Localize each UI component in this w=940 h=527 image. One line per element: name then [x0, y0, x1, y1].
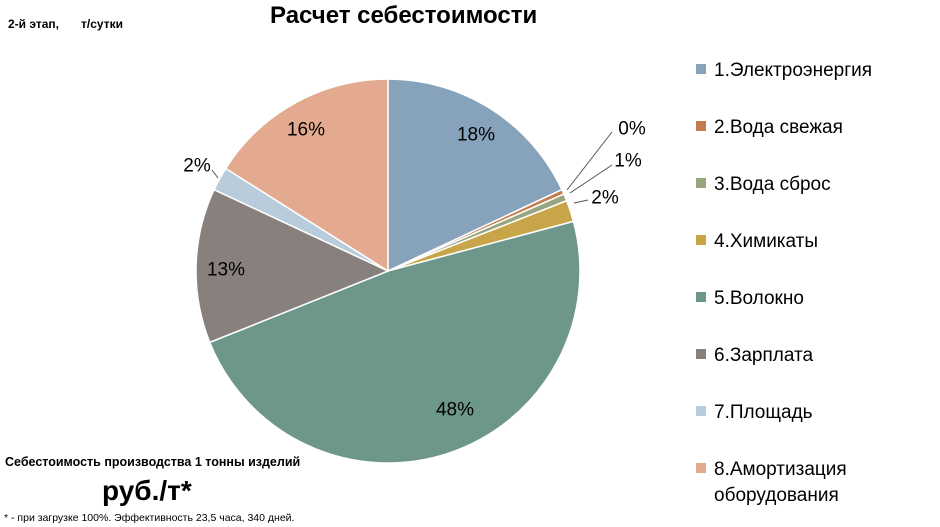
stage-text: 2-й этап,	[8, 17, 59, 31]
legend-item-7: 7.Площадь	[696, 400, 936, 457]
legend-label-3: 3.Вода сброс	[714, 174, 831, 195]
legend-label-4: 4.Химикаты	[714, 231, 819, 252]
data-label-3: 1%	[614, 151, 642, 172]
leader-line-3	[569, 164, 613, 194]
legend-label-2: 2.Вода свежая	[714, 117, 843, 138]
legend-swatch-6	[696, 349, 706, 359]
legend-swatch-4	[696, 235, 706, 245]
legend-item-4: 4.Химикаты	[696, 229, 936, 286]
data-label-7: 2%	[183, 156, 211, 177]
legend-item-5: 5.Волокно	[696, 286, 936, 343]
legend-swatch-5	[696, 292, 706, 302]
legend-swatch-1	[696, 64, 706, 74]
leader-line-7	[211, 169, 219, 179]
cost-unit: руб./т*	[102, 475, 192, 506]
legend-item-3: 3.Вода сброс	[696, 172, 936, 229]
pie-slice-1	[387, 78, 563, 273]
pie-slice-8	[224, 78, 389, 273]
legend-item-6: 6.Зарплата	[696, 343, 936, 400]
data-label-6: 13%	[207, 260, 245, 281]
leader-line-2	[566, 131, 613, 191]
unit-text: т/сутки	[80, 17, 123, 31]
legend-swatch-8	[696, 463, 706, 473]
legend-swatch-3	[696, 178, 706, 188]
data-label-5: 48%	[436, 400, 474, 421]
chart-legend: 1.Электроэнергия 2.Вода свежая 3.Вода сбро…	[696, 58, 936, 514]
legend-item-8: 8.Амортизация оборудования	[696, 457, 936, 514]
cost-title: Себестоимость производства 1 тонны издел…	[5, 455, 301, 469]
data-label-2: 0%	[618, 119, 646, 140]
legend-label-1: 1.Электроэнергия	[714, 60, 873, 81]
legend-item-1: 1.Электроэнергия	[696, 58, 936, 115]
footnote: * - при загрузке 100%. Эффективность 23,…	[4, 512, 295, 524]
leader-line-4	[573, 199, 589, 204]
pie-slice-5	[208, 220, 581, 464]
legend-item-2: 2.Вода свежая	[696, 115, 936, 172]
legend-label-8: 8.Амортизация оборудования	[714, 459, 847, 506]
legend-label-5: 5.Волокно	[714, 288, 804, 309]
chart-title: Расчет себестоимости	[270, 2, 538, 29]
legend-swatch-7	[696, 406, 706, 416]
pie-slice-6	[195, 188, 390, 344]
legend-label-6: 6.Зарплата	[714, 345, 814, 366]
data-label-4: 2%	[591, 188, 619, 209]
stage-label: 2-й этап, т/сутки	[8, 17, 123, 31]
data-label-1: 18%	[457, 125, 495, 146]
legend-label-7: 7.Площадь	[714, 402, 813, 423]
legend-swatch-2	[696, 121, 706, 131]
data-label-8: 16%	[287, 120, 325, 141]
